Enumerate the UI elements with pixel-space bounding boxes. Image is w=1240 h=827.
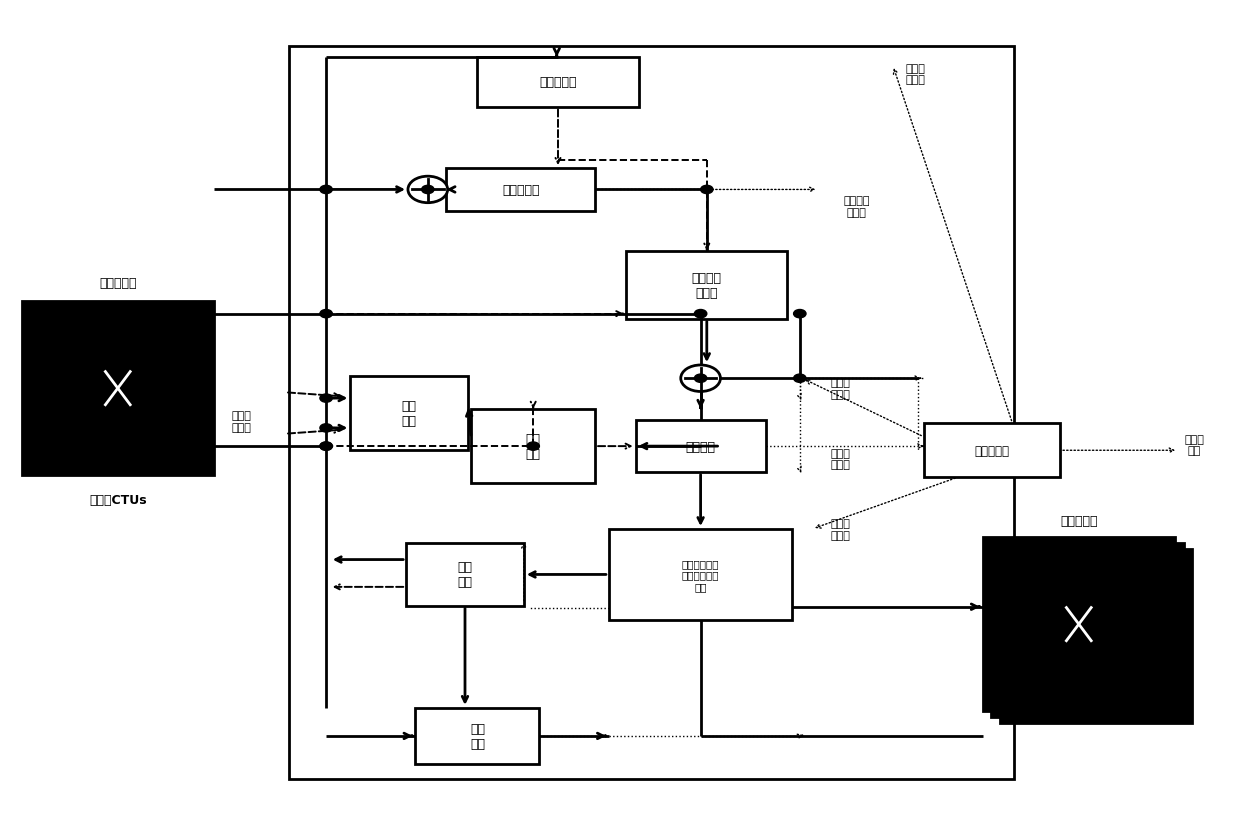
FancyBboxPatch shape: [407, 544, 523, 605]
Circle shape: [320, 310, 332, 318]
Text: 划分成CTUs: 划分成CTUs: [89, 494, 146, 507]
Text: 帧内
估计: 帧内 估计: [402, 399, 417, 428]
FancyBboxPatch shape: [477, 58, 639, 108]
FancyBboxPatch shape: [471, 409, 595, 484]
FancyBboxPatch shape: [635, 421, 765, 472]
Text: 反变换、
反量化: 反变换、 反量化: [692, 271, 722, 299]
Text: 滤波控制: 滤波控制: [686, 440, 715, 453]
Text: 量化、变
换系数: 量化、变 换系数: [843, 196, 869, 218]
Text: 去块滤波器、
样本自适应滤
波器: 去块滤波器、 样本自适应滤 波器: [682, 558, 719, 591]
Text: 帧内帧
间选样: 帧内帧 间选样: [232, 411, 252, 433]
Circle shape: [320, 424, 332, 433]
Circle shape: [320, 394, 332, 403]
Circle shape: [694, 375, 707, 383]
FancyBboxPatch shape: [415, 708, 539, 764]
Text: 帧内
预测: 帧内 预测: [526, 433, 541, 461]
Circle shape: [320, 442, 332, 451]
Circle shape: [701, 186, 713, 194]
Text: 熵编解码器: 熵编解码器: [975, 444, 1009, 457]
Text: 运动补
偿数据: 运动补 偿数据: [831, 448, 851, 470]
FancyBboxPatch shape: [982, 538, 1176, 711]
FancyBboxPatch shape: [992, 543, 1183, 717]
Circle shape: [320, 186, 332, 194]
Text: 原始视频帧: 原始视频帧: [99, 276, 136, 289]
Circle shape: [694, 310, 707, 318]
Text: 变换、量化: 变换、量化: [502, 184, 539, 197]
FancyBboxPatch shape: [999, 549, 1193, 723]
Text: 运动
补偿: 运动 补偿: [458, 561, 472, 589]
FancyBboxPatch shape: [924, 423, 1060, 478]
Text: 滤波控
制数据: 滤波控 制数据: [831, 519, 851, 540]
Text: 编码比
特流: 编码比 特流: [1184, 434, 1204, 456]
FancyBboxPatch shape: [446, 169, 595, 212]
Circle shape: [320, 442, 332, 451]
Circle shape: [681, 366, 720, 392]
FancyBboxPatch shape: [351, 376, 469, 451]
Circle shape: [408, 177, 448, 203]
Text: 重建视频帧: 重建视频帧: [1060, 514, 1097, 528]
Text: 运动
估计: 运动 估计: [470, 722, 485, 750]
Text: 帧解码控制: 帧解码控制: [539, 76, 577, 89]
Circle shape: [422, 186, 434, 194]
Circle shape: [527, 442, 539, 451]
Text: 帧内预
测数据: 帧内预 测数据: [831, 378, 851, 399]
Text: 基本控
制信息: 基本控 制信息: [905, 64, 925, 85]
Circle shape: [794, 375, 806, 383]
FancyBboxPatch shape: [609, 529, 792, 620]
FancyBboxPatch shape: [626, 251, 787, 319]
FancyBboxPatch shape: [22, 302, 213, 476]
Circle shape: [794, 310, 806, 318]
